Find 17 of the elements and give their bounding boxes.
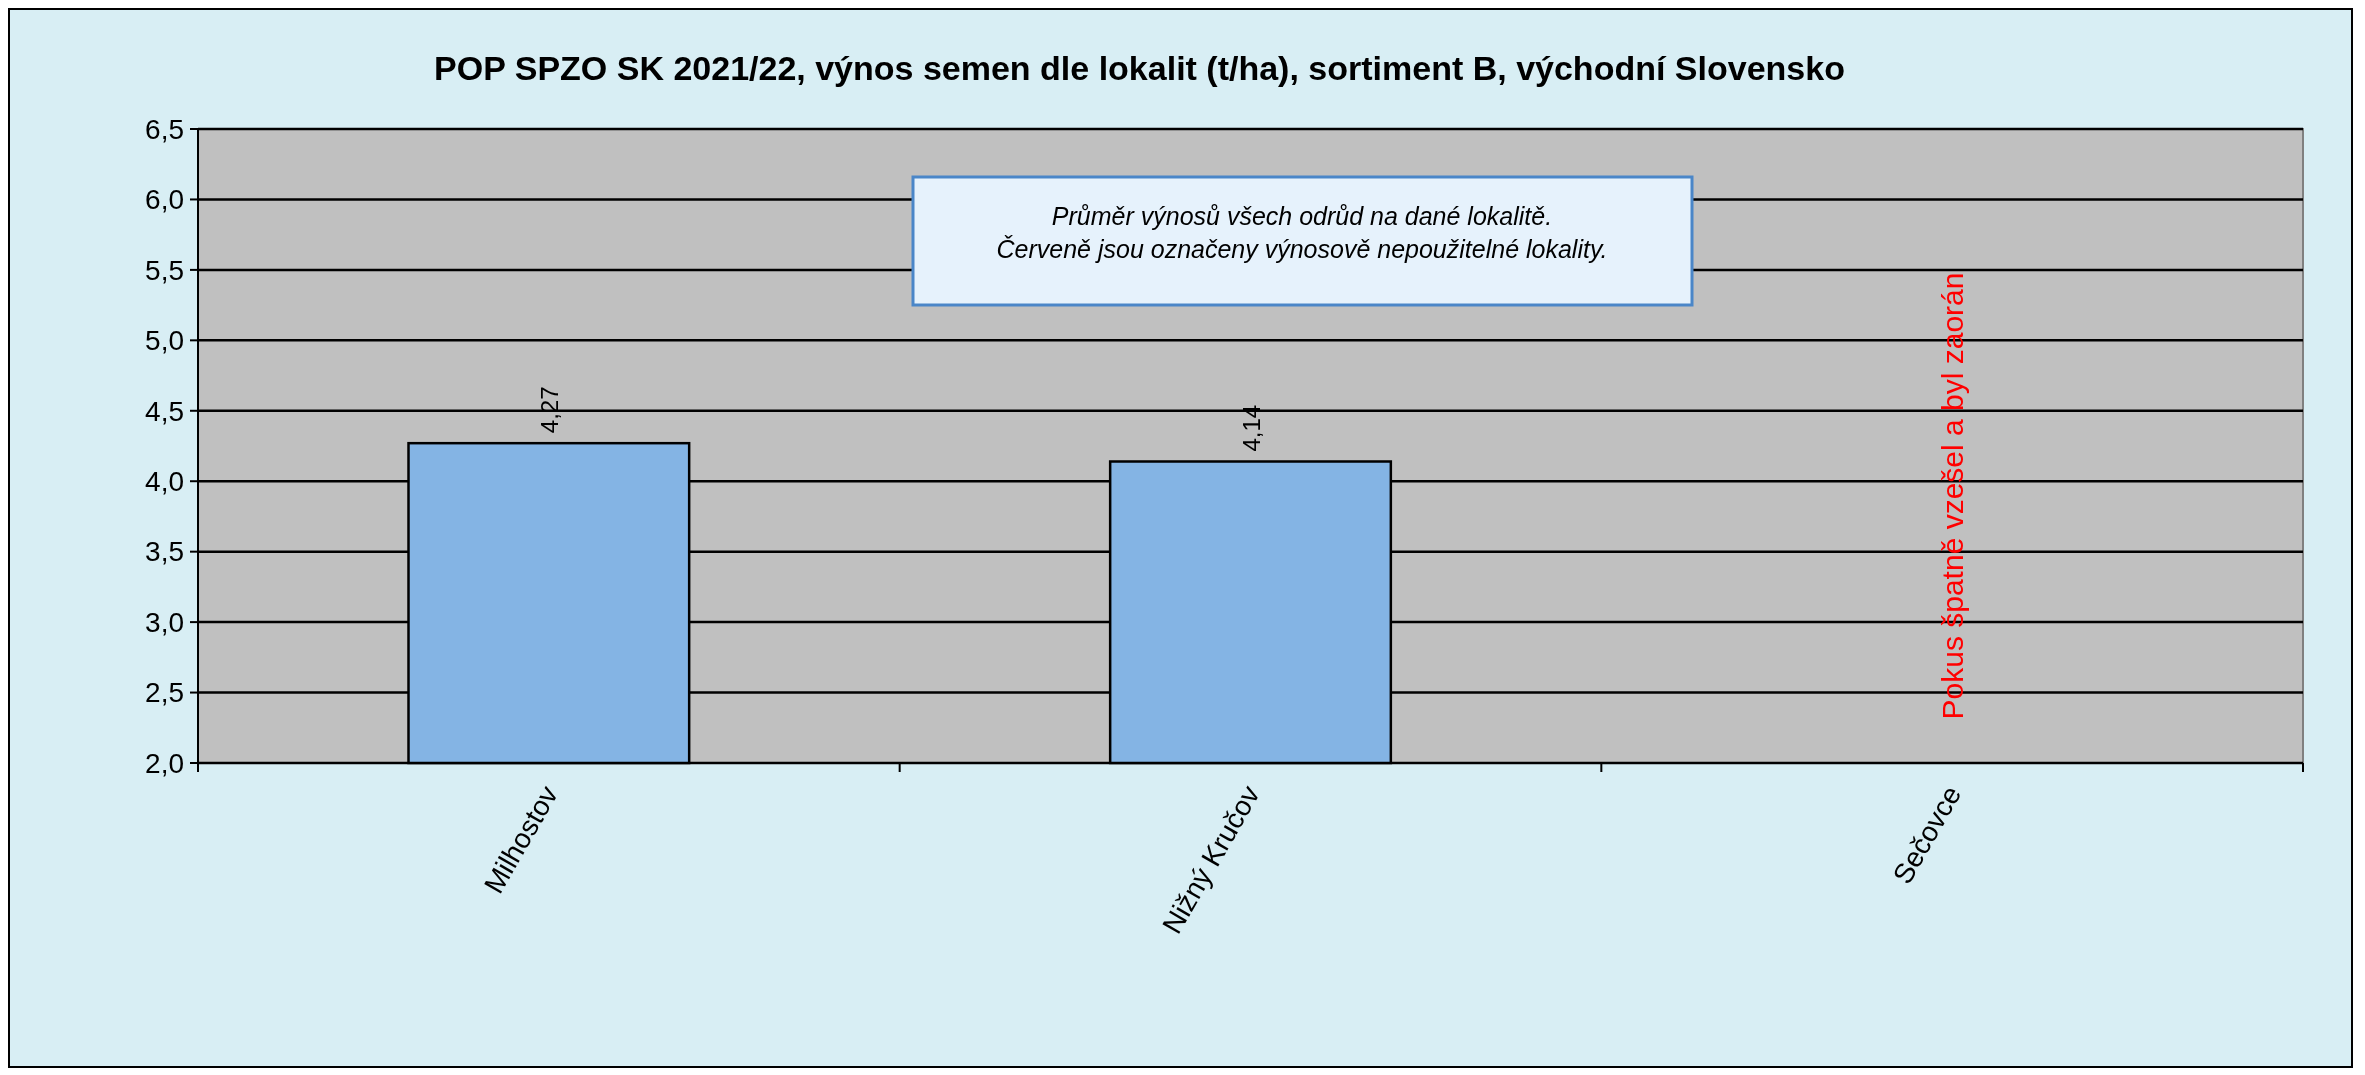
annotation: Pokus špatně vzešel a byl zaorán	[1935, 272, 1969, 720]
y-tick-label: 5,5	[145, 254, 184, 286]
y-tick-label: 3,5	[145, 536, 184, 568]
data-label: 4,27	[535, 386, 563, 434]
data-label: 4,14	[1237, 404, 1265, 452]
annotation: Červeně jsou označeny výnosově nepoužitelné lokality.	[996, 235, 1608, 263]
text-box: Průměr výnosů všech odrůd na dané lokalitě. Červeně jsou označeny výnosově nepoužitelné lokality.	[911, 175, 1694, 307]
chart-title: POP SPZO SK 2021/22, výnos semen dle lokalit (t/ha), sortiment B, východní Slovensko	[434, 49, 1845, 87]
y-tick-label: 5,0	[145, 325, 184, 357]
y-tick-label: 2,0	[145, 747, 184, 779]
annotation: Průměr výnosů všech odrůd na dané lokalitě.	[1051, 202, 1553, 230]
y-tick-label: 4,5	[145, 395, 184, 427]
y-tick-label: 6,5	[145, 113, 184, 145]
y-tick-label: 2,5	[145, 677, 184, 709]
y-tick-label: 4,0	[145, 466, 184, 498]
y-tick-label: 3,0	[145, 606, 184, 638]
y-tick-label: 6,0	[145, 184, 184, 216]
